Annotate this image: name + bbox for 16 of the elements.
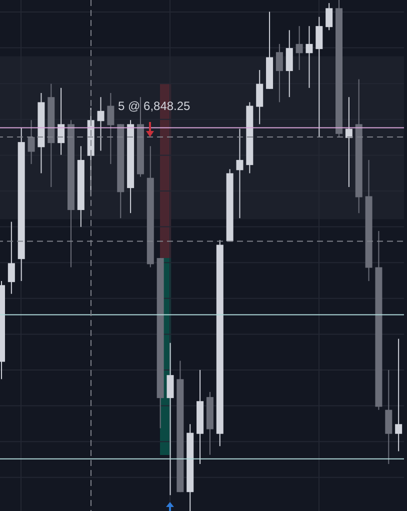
candlestick (256, 70, 264, 125)
candlestick (395, 338, 402, 452)
candlestick (286, 30, 293, 98)
candlestick (8, 221, 15, 294)
candlestick (28, 120, 35, 165)
candlestick (236, 128, 244, 219)
candlestick (276, 43, 283, 103)
candlestick (107, 92, 114, 165)
candlestick (326, 2, 333, 31)
candlestick (166, 342, 174, 496)
candlestick (58, 87, 65, 156)
annotation: 5 @ 6,848.25 (118, 99, 191, 113)
candlestick (316, 16, 323, 138)
candlestick (296, 26, 303, 71)
candlestick (97, 96, 104, 152)
candlestick (306, 26, 313, 88)
